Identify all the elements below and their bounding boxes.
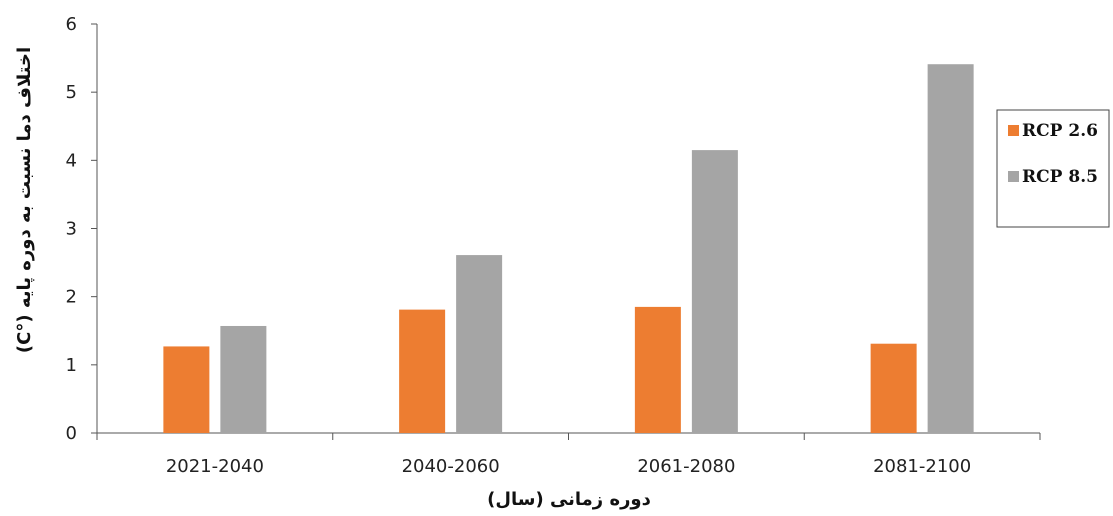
x-axis: 2021-2040 2040-2060 2061-2080 2081-2100	[97, 433, 1040, 477]
bars	[163, 64, 973, 433]
y-tick-label: 1	[66, 355, 77, 376]
x-tick-label: 2061-2080	[637, 456, 735, 477]
y-axis-title: اختلاف دما نسبت به دوره پایه (°C)	[14, 47, 35, 353]
x-axis-title: دوره زمانی (سال)	[487, 489, 651, 510]
bar-rcp-8-5-2021-2040	[220, 326, 266, 433]
x-tick-label: 2040-2060	[402, 456, 500, 477]
legend: RCP 2.6 RCP 8.5	[997, 110, 1109, 227]
x-tick-label: 2021-2040	[166, 456, 264, 477]
bar-rcp-8-5-2061-2080	[692, 150, 738, 433]
x-tick-label: 2081-2100	[873, 456, 971, 477]
y-tick-label: 3	[66, 219, 77, 240]
bar-rcp-8-5-2081-2100	[928, 64, 974, 433]
bar-rcp-2-6-2061-2080	[635, 307, 681, 433]
legend-label: RCP 2.6	[1022, 121, 1098, 141]
y-tick-label: 2	[66, 287, 77, 308]
bar-rcp-2-6-2040-2060	[399, 310, 445, 433]
y-tick-label: 5	[66, 82, 77, 103]
y-tick-label: 4	[66, 150, 77, 171]
y-tick-label: 0	[66, 423, 77, 444]
y-tick-label: 6	[66, 14, 77, 35]
legend-swatch	[1008, 125, 1019, 136]
legend-label: RCP 8.5	[1022, 167, 1098, 187]
bar-rcp-2-6-2081-2100	[871, 344, 917, 433]
bar-rcp-2-6-2021-2040	[163, 346, 209, 433]
bar-rcp-8-5-2040-2060	[456, 255, 502, 433]
legend-swatch	[1008, 171, 1019, 182]
y-axis: 0 1 2 3 4 5 6	[66, 14, 97, 444]
